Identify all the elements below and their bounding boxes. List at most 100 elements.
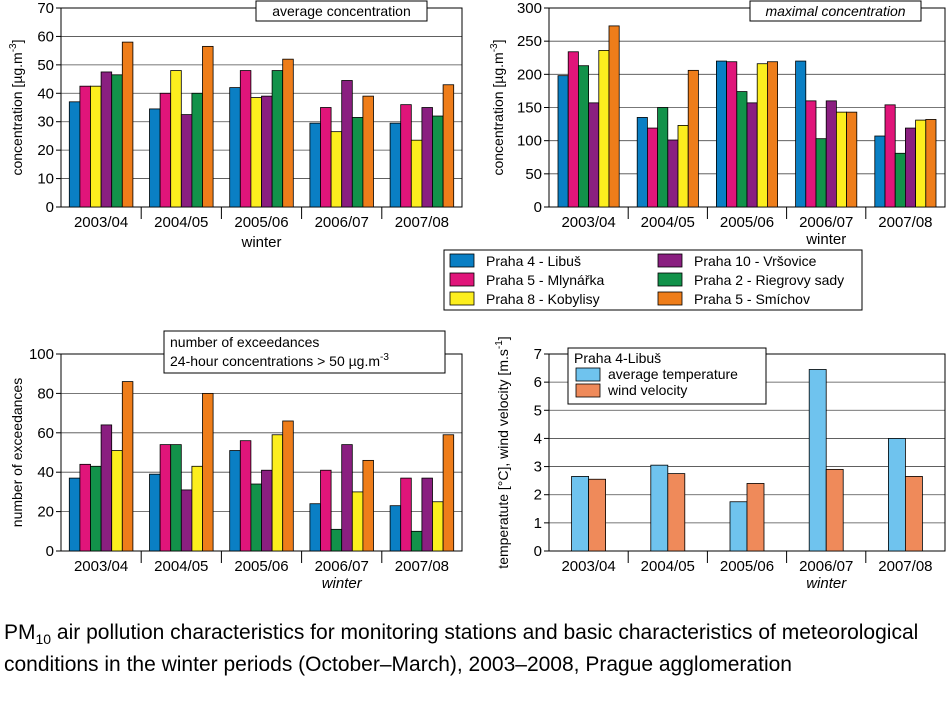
chart-avg: 0 10 20 30 40 50 60 70 2003/04 2004/05 2005/06 2006… bbox=[8, 0, 463, 251]
x-tick-label: 2005/06 bbox=[720, 558, 774, 575]
bar bbox=[239, 440, 252, 552]
bar bbox=[432, 501, 444, 552]
bar bbox=[588, 478, 606, 552]
bar bbox=[170, 444, 182, 552]
bar bbox=[320, 107, 332, 208]
bar bbox=[657, 107, 669, 208]
bar bbox=[100, 424, 113, 552]
x-tick-label: 2003/04 bbox=[74, 214, 128, 231]
bar bbox=[282, 58, 294, 208]
y-tick-label: 70 bbox=[37, 0, 54, 17]
bar bbox=[874, 135, 886, 208]
bar bbox=[767, 61, 779, 208]
x-axis-label: winter bbox=[806, 575, 847, 592]
y-tick-label: 7 bbox=[534, 346, 542, 363]
bar bbox=[442, 84, 455, 208]
bar bbox=[667, 473, 686, 552]
chart-title-box bbox=[567, 347, 767, 405]
y-tick-label: 60 bbox=[37, 425, 54, 442]
bar bbox=[915, 119, 927, 208]
bar bbox=[191, 92, 203, 208]
chart-met: 0 1 2 3 4 5 6 7 2003/04 2004/05 2005/06 2006/07 2007… bbox=[494, 336, 946, 592]
bar bbox=[647, 127, 659, 208]
y-tick-label: 2 bbox=[534, 487, 542, 504]
bar bbox=[726, 61, 738, 208]
x-tick-label: 2005/06 bbox=[720, 214, 774, 231]
y-tick-label: 50 bbox=[37, 57, 54, 74]
bar bbox=[79, 85, 91, 208]
legend-box bbox=[443, 249, 863, 311]
x-tick-label: 2005/06 bbox=[234, 558, 288, 575]
bar bbox=[180, 489, 193, 552]
legend-label: wind velocity bbox=[607, 382, 687, 398]
x-tick-label: 2007/08 bbox=[878, 214, 932, 231]
y-tick-label: 100 bbox=[517, 133, 542, 150]
x-tick-label: 2006/07 bbox=[315, 558, 369, 575]
figure-caption: PM10 air pollution characteristics for m… bbox=[4, 620, 944, 678]
bar bbox=[271, 70, 284, 208]
legend-label: Praha 2 - Riegrovy sady bbox=[694, 272, 844, 288]
bar bbox=[180, 114, 193, 208]
bar bbox=[557, 75, 569, 208]
bar bbox=[650, 464, 669, 552]
chart-max: 0 50 100 150 200 250 300 2003/04 2004/05 2005/06 2… bbox=[489, 0, 946, 248]
bar bbox=[400, 104, 412, 208]
bar bbox=[736, 91, 748, 208]
bar bbox=[351, 117, 364, 208]
legend-label: Praha 8 - Kobylisy bbox=[486, 291, 600, 307]
bar bbox=[432, 115, 444, 208]
x-tick-label: 2007/08 bbox=[395, 214, 449, 231]
legend-swatch bbox=[449, 272, 475, 287]
x-tick-label: 2004/05 bbox=[641, 214, 695, 231]
legend-swatch bbox=[575, 383, 601, 398]
x-axis-label: winter bbox=[322, 575, 363, 592]
bar bbox=[261, 95, 273, 208]
bar bbox=[825, 468, 844, 552]
bar bbox=[159, 444, 172, 552]
chart-title-box bbox=[255, 0, 428, 22]
bar bbox=[667, 139, 679, 208]
bar bbox=[608, 25, 620, 208]
bar bbox=[808, 369, 827, 552]
bar bbox=[330, 131, 343, 208]
bar bbox=[746, 102, 758, 208]
bar bbox=[90, 85, 102, 208]
bar bbox=[250, 483, 262, 552]
legend-swatch bbox=[449, 253, 475, 268]
legend-label: Praha 5 - Smíchov bbox=[694, 291, 810, 307]
bar bbox=[111, 74, 123, 208]
y-tick-label: 20 bbox=[37, 504, 54, 521]
bar bbox=[149, 108, 161, 208]
chart-title-box bbox=[749, 0, 922, 22]
y-tick-label: 0 bbox=[46, 543, 54, 560]
caption-text: air pollution characteristics for monito… bbox=[4, 621, 919, 677]
bar bbox=[836, 111, 848, 208]
legend-swatch bbox=[657, 291, 683, 306]
bar bbox=[756, 63, 768, 208]
x-tick-label: 2003/04 bbox=[561, 214, 615, 231]
bar bbox=[442, 434, 455, 552]
bar bbox=[320, 469, 332, 552]
bar bbox=[282, 420, 294, 552]
bar bbox=[578, 65, 590, 208]
y-tick-label: 1 bbox=[534, 515, 542, 532]
y-tick-label: 10 bbox=[37, 171, 54, 188]
bar bbox=[191, 465, 203, 552]
bar bbox=[421, 107, 433, 208]
bar bbox=[229, 87, 241, 208]
bar bbox=[888, 438, 906, 552]
y-tick-label: 80 bbox=[37, 385, 54, 402]
y-tick-label: 40 bbox=[37, 464, 54, 481]
legend-label: Praha 4 - Libuš bbox=[486, 253, 581, 269]
bar bbox=[716, 60, 728, 208]
bar bbox=[894, 152, 906, 208]
bar bbox=[341, 444, 353, 552]
bar bbox=[362, 459, 374, 552]
bar bbox=[309, 122, 321, 208]
y-tick-label: 0 bbox=[46, 199, 54, 216]
bar bbox=[250, 97, 262, 208]
x-axis-label: winter bbox=[805, 231, 846, 248]
bar bbox=[389, 505, 402, 552]
bar bbox=[239, 70, 252, 208]
